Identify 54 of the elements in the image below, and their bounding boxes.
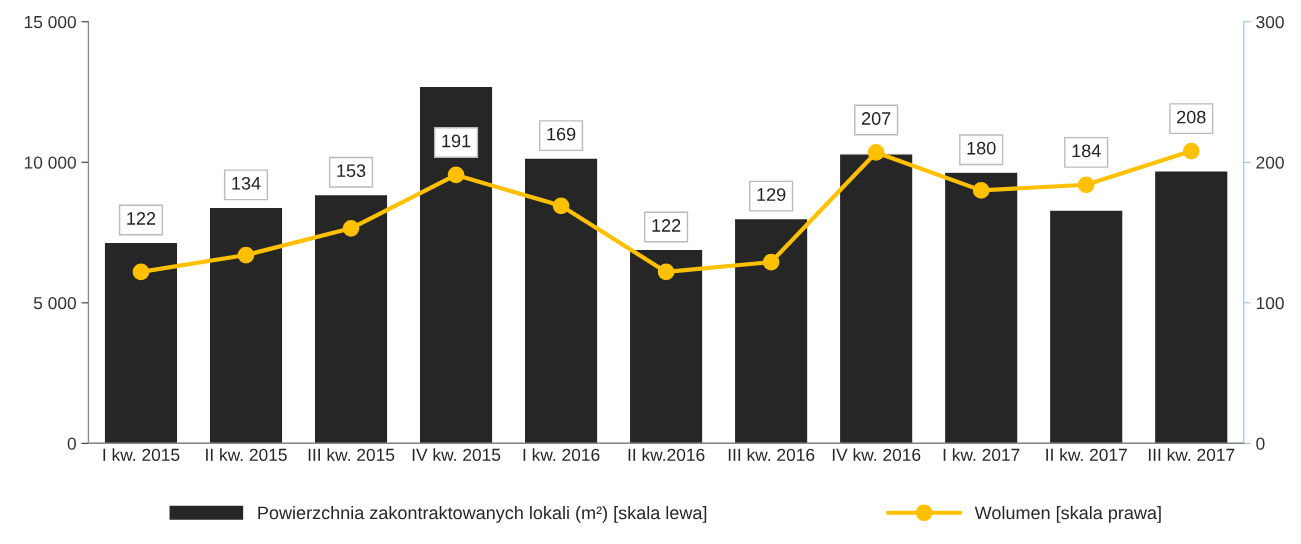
data-label: 169 [547,127,576,141]
point [342,220,360,237]
point [1077,176,1095,194]
data-label: 191 [442,134,471,148]
x-tick-label: IV kw. 2015 [412,448,501,461]
x-tick-label: II kw. 2017 [1046,448,1127,461]
point [132,263,150,281]
bar [103,241,179,444]
data-label: 122 [652,219,681,232]
bar [733,217,809,444]
bar [208,206,284,444]
y-tick-label: 15 000 [24,15,76,29]
data-label: 184 [1072,144,1101,158]
x-tick-label: II kw.2016 [628,448,705,461]
x-tick-label: IV kw. 2016 [832,448,921,461]
point [237,246,255,264]
data-label: 208 [1177,110,1206,124]
x-tick-label: I kw. 2017 [943,448,1020,461]
point [972,182,990,199]
y2-tick-label: 200 [1256,156,1284,169]
data-label: 122 [127,212,156,225]
data-label: 129 [757,188,786,201]
bar [523,157,599,444]
data-label: 134 [232,176,261,190]
y-tick-label: 0 [67,437,76,450]
bar [838,153,914,444]
y-tick-label: 5 000 [33,296,76,310]
data-label: 153 [337,164,366,178]
point [552,197,570,215]
bar [1153,170,1229,444]
y2-tick-label: 300 [1256,15,1284,29]
point [867,144,885,161]
legend-label: Wolumen [skala prawa] [974,505,1161,523]
x-tick-label: III kw. 2015 [308,448,395,461]
point [762,253,780,271]
data-label: 207 [862,112,891,125]
bar [418,85,494,444]
point [447,166,465,184]
x-tick-label: II kw. 2015 [206,448,287,461]
bar [1048,209,1124,444]
data-label: 180 [967,141,996,155]
point [657,263,675,281]
legend-label: Powierzchnia zakontraktowanych lokali (m²) [skala lewa] [258,505,707,523]
x-tick-label: I kw. 2016 [523,448,600,461]
bar [628,248,704,444]
bar [943,171,1019,444]
bar [313,193,389,444]
y2-tick-label: 100 [1256,296,1284,310]
y-tick-label: 10 000 [24,156,76,169]
x-tick-label: I kw. 2015 [103,448,180,461]
point [1182,142,1200,160]
x-tick-label: III kw. 2016 [728,448,815,461]
y2-tick-label: 0 [1256,437,1265,450]
x-tick-label: III kw. 2017 [1148,448,1235,461]
